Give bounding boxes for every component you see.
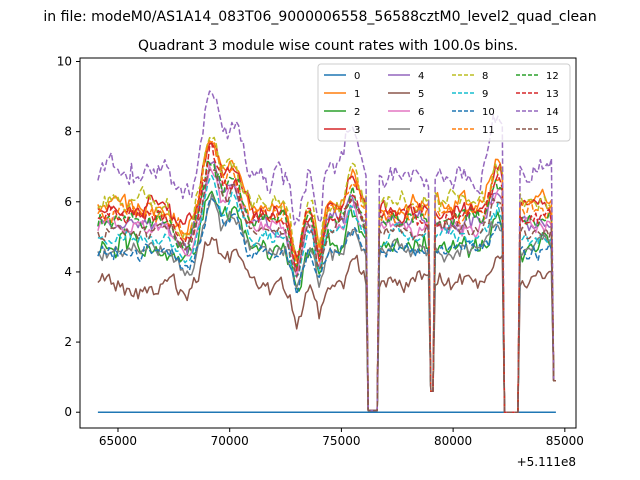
- series-line-14: [97, 90, 556, 413]
- chart-title: Quadrant 3 module wise count rates with …: [138, 38, 518, 54]
- legend-label-3: 3: [354, 125, 360, 136]
- legend-label-4: 4: [418, 71, 424, 82]
- y-tick-label: 0: [64, 405, 72, 419]
- legend-label-9: 9: [482, 89, 488, 100]
- x-tick-label: 75000: [322, 434, 360, 448]
- legend-label-8: 8: [482, 71, 488, 82]
- legend-label-11: 11: [482, 125, 495, 136]
- legend-label-14: 14: [546, 107, 559, 118]
- series-line-10: [97, 197, 556, 413]
- legend-label-5: 5: [418, 89, 424, 100]
- x-tick-label: 80000: [434, 434, 472, 448]
- legend-box: [317, 63, 571, 142]
- chart-suptitle: in file: modeM0/AS1A14_083T06_9000006558…: [43, 9, 596, 25]
- legend-label-7: 7: [418, 125, 424, 136]
- series-lines: [97, 90, 556, 413]
- legend-label-10: 10: [482, 107, 495, 118]
- series-line-6: [97, 165, 556, 413]
- y-tick-label: 4: [64, 265, 72, 279]
- y-tick-label: 10: [57, 55, 72, 69]
- legend-label-1: 1: [354, 89, 360, 100]
- y-tick-label: 8: [64, 125, 72, 139]
- legend-label-6: 6: [418, 107, 424, 118]
- x-tick-label: 85000: [546, 434, 584, 448]
- legend-label-12: 12: [546, 71, 559, 82]
- y-tick-label: 6: [64, 195, 72, 209]
- legend-label-13: 13: [546, 89, 559, 100]
- series-line-12: [97, 159, 556, 413]
- x-offset-label: +5.111e8: [517, 455, 576, 469]
- series-line-9: [97, 174, 556, 413]
- x-tick-label: 70000: [211, 434, 249, 448]
- y-axis: 0 2 4 6 8 10: [57, 55, 80, 419]
- legend-label-15: 15: [546, 125, 559, 136]
- x-tick-label: 65000: [99, 434, 137, 448]
- series-line-11: [97, 140, 556, 413]
- legend-label-0: 0: [354, 71, 360, 82]
- legend-label-2: 2: [354, 107, 360, 118]
- x-axis: 65000 70000 75000 80000 85000: [99, 428, 584, 448]
- y-tick-label: 2: [64, 335, 72, 349]
- plot-frame: [79, 57, 577, 429]
- series-line-1: [97, 140, 556, 413]
- series-line-13: [97, 142, 556, 413]
- series-line-5: [97, 236, 556, 413]
